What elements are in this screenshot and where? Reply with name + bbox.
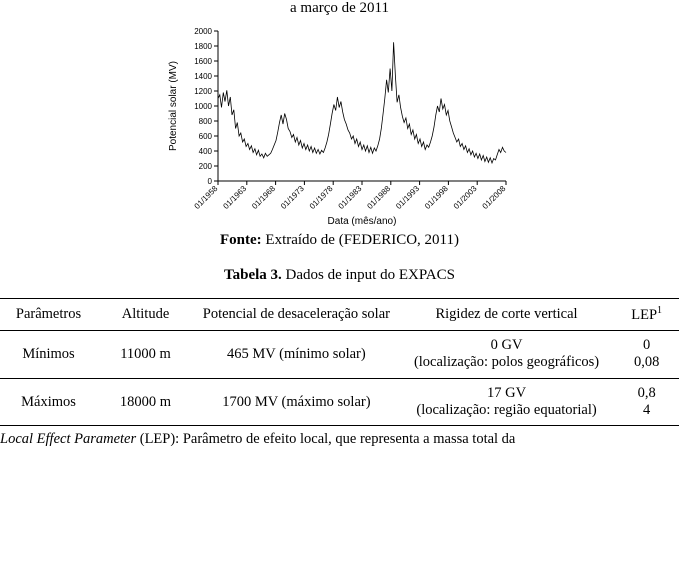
svg-text:Data (mês/ano): Data (mês/ano) bbox=[327, 216, 396, 227]
header-lep-sup: 1 bbox=[657, 305, 662, 316]
header-lep: LEP1 bbox=[614, 299, 679, 331]
footnote-italic: Local Effect Parameter bbox=[0, 431, 136, 447]
header-rigidez: Rigidez de corte vertical bbox=[399, 299, 615, 331]
chart-svg: 020040060080010001200140016001800200001/… bbox=[160, 23, 520, 228]
table-row: Mínimos11000 m465 MV (mínimo solar)0 GV(… bbox=[0, 330, 679, 378]
cell-lep: 00,08 bbox=[614, 330, 679, 378]
cell-lep: 0,84 bbox=[614, 378, 679, 426]
svg-text:800: 800 bbox=[198, 117, 212, 126]
cell-param: Mínimos bbox=[0, 330, 97, 378]
tabela-label: Tabela 3. bbox=[224, 267, 282, 283]
expacs-input-table: Parâmetros Altitude Potencial de desacel… bbox=[0, 298, 679, 426]
svg-text:1600: 1600 bbox=[194, 57, 212, 66]
table-footnote: Local Effect Parameter (LEP): Parâmetro … bbox=[0, 430, 679, 448]
tabela-text: Dados de input do EXPACS bbox=[282, 267, 455, 283]
svg-text:1400: 1400 bbox=[194, 72, 212, 81]
svg-text:600: 600 bbox=[198, 132, 212, 141]
solar-potential-chart: 020040060080010001200140016001800200001/… bbox=[160, 23, 520, 228]
header-parametros: Parâmetros bbox=[0, 299, 97, 331]
header-potencial: Potencial de desaceleração solar bbox=[194, 299, 399, 331]
table-row: Máximos18000 m1700 MV (máximo solar)17 G… bbox=[0, 378, 679, 426]
header-altitude: Altitude bbox=[97, 299, 194, 331]
svg-text:200: 200 bbox=[198, 162, 212, 171]
cell-pot: 1700 MV (máximo solar) bbox=[194, 378, 399, 426]
footnote-rest: (LEP): Parâmetro de efeito local, que re… bbox=[136, 431, 515, 447]
cell-alt: 11000 m bbox=[97, 330, 194, 378]
table-header-row: Parâmetros Altitude Potencial de desacel… bbox=[0, 299, 679, 331]
svg-text:2000: 2000 bbox=[194, 27, 212, 36]
cell-alt: 18000 m bbox=[97, 378, 194, 426]
header-lep-text: LEP bbox=[631, 307, 657, 323]
svg-text:400: 400 bbox=[198, 147, 212, 156]
cell-param: Máximos bbox=[0, 378, 97, 426]
cell-rig: 17 GV(localização: região equatorial) bbox=[399, 378, 615, 426]
fonte-text: Extraído de (FEDERICO, 2011) bbox=[262, 232, 459, 248]
cell-pot: 465 MV (mínimo solar) bbox=[194, 330, 399, 378]
svg-text:Potencial solar (MV): Potencial solar (MV) bbox=[168, 61, 179, 151]
fonte-label: Fonte: bbox=[220, 232, 262, 248]
figure-title-fragment: a março de 2011 bbox=[0, 0, 679, 17]
figure-source: Fonte: Extraído de (FEDERICO, 2011) bbox=[0, 232, 679, 249]
table-caption: Tabela 3. Dados de input do EXPACS bbox=[0, 267, 679, 284]
svg-text:1800: 1800 bbox=[194, 42, 212, 51]
svg-text:1000: 1000 bbox=[194, 102, 212, 111]
svg-text:1200: 1200 bbox=[194, 87, 212, 96]
cell-rig: 0 GV(localização: polos geográficos) bbox=[399, 330, 615, 378]
